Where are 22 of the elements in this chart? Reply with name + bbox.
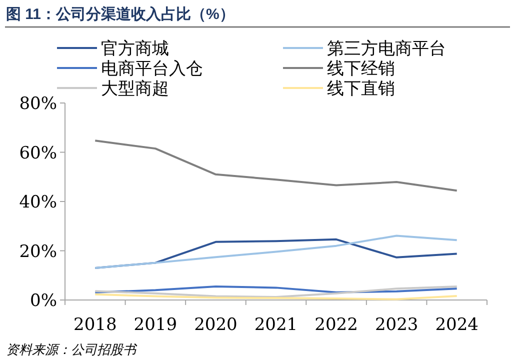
legend-label: 电商平台入仓 <box>101 59 203 79</box>
y-tick-label: 20% <box>19 242 57 262</box>
legend-label: 官方商城 <box>101 39 169 59</box>
legend-label: 线下经销 <box>327 59 395 79</box>
y-tick-label: 40% <box>19 192 57 212</box>
legend-label: 第三方电商平台 <box>327 39 446 59</box>
x-tick-label: 2021 <box>254 315 298 335</box>
x-tick-label: 2023 <box>374 315 418 335</box>
x-tick-label: 2022 <box>314 315 358 335</box>
line-series <box>94 140 458 192</box>
x-tick-label: 2024 <box>435 315 478 335</box>
legend-label: 线下直销 <box>327 79 395 99</box>
y-tick-label: 0% <box>30 291 57 311</box>
x-tick-label: 2019 <box>134 315 178 335</box>
text: 资料来源：公司招股书 <box>6 343 138 358</box>
y-tick-label: 60% <box>19 143 57 164</box>
legend-label: 大型商超 <box>101 79 169 99</box>
y-tick-label: 80% <box>19 94 57 114</box>
x-tick-label: 2020 <box>194 315 238 335</box>
x-tick-label: 2018 <box>74 315 117 335</box>
chart-title: 图 11：公司分渠道收入占比（%） <box>6 6 234 23</box>
line-series <box>94 285 458 298</box>
